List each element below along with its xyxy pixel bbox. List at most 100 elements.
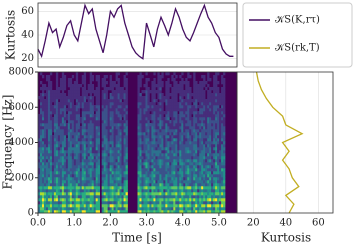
- spectrogram-cell: [122, 162, 124, 165]
- spectrogram-cell: [215, 150, 217, 153]
- spectrogram-cell: [112, 93, 114, 96]
- spectrogram-cell: [221, 180, 223, 183]
- spectrogram-cell: [219, 93, 221, 96]
- spectrogram-cell: [141, 117, 143, 120]
- spectrogram-cell: [191, 180, 193, 183]
- spectrogram-cell: [110, 183, 112, 186]
- spectrogram-cell: [195, 177, 197, 180]
- spectrogram-cell: [52, 99, 54, 102]
- spectrogram-cell: [181, 96, 183, 99]
- spectrogram-cell: [80, 102, 82, 105]
- spectrogram-cell: [203, 117, 205, 120]
- spectrogram-cell: [197, 153, 199, 156]
- spectrogram-cell: [138, 177, 140, 180]
- spectrogram-cell: [199, 165, 201, 168]
- spectrogram-cell: [211, 177, 213, 180]
- spectrogram-cell: [70, 84, 72, 87]
- spectrogram-cell: [50, 171, 52, 174]
- spectrogram-cell: [84, 99, 86, 102]
- spectrogram-cell: [149, 108, 151, 111]
- spectrogram-cell: [44, 111, 46, 114]
- spectrogram-cell: [114, 117, 116, 120]
- spectrogram-cell: [215, 72, 217, 75]
- spectrogram-cell: [147, 189, 149, 192]
- spectrogram-cell: [221, 90, 223, 93]
- spectrogram-cell: [167, 207, 169, 210]
- spectrogram-cell: [211, 201, 213, 204]
- spectrogram-cell: [98, 126, 100, 129]
- spectrogram-cell: [44, 201, 46, 204]
- spectrogram-cell: [54, 105, 56, 108]
- spectrogram-cell: [157, 135, 159, 138]
- spectrogram-cell: [64, 195, 66, 198]
- spectrogram-cell: [193, 180, 195, 183]
- spectrogram-cell: [197, 132, 199, 135]
- spectrogram-cell: [203, 105, 205, 108]
- spectrogram-cell: [122, 198, 124, 201]
- spectrogram-cell: [141, 105, 143, 108]
- spectrogram-cell: [149, 90, 151, 93]
- spectrogram-cell: [183, 201, 185, 204]
- spectrogram-cell: [139, 144, 141, 147]
- spectrogram-cell: [98, 87, 100, 90]
- spectrogram-cell: [126, 162, 128, 165]
- spectrogram-cell: [139, 102, 141, 105]
- spectrogram-cell: [48, 198, 50, 201]
- spectrogram-cell: [102, 183, 104, 186]
- spectrogram-cell: [153, 186, 155, 189]
- spectrogram-cell: [70, 81, 72, 84]
- spectrogram-cell: [60, 117, 62, 120]
- spectrogram-cell: [209, 150, 211, 153]
- spectrogram-cell: [143, 171, 145, 174]
- spectrogram-cell: [84, 162, 86, 165]
- spectrogram-cell: [169, 195, 171, 198]
- spectrogram-cell: [84, 159, 86, 162]
- spectrogram-cell: [141, 204, 143, 207]
- spectrogram-cell: [72, 168, 74, 171]
- spectrogram-cell: [120, 162, 122, 165]
- spectrogram-cell: [96, 171, 98, 174]
- spectrogram-cell: [151, 114, 153, 117]
- spectrogram-cell: [185, 111, 187, 114]
- spectrogram-cell: [64, 207, 66, 210]
- spectrogram-cell: [94, 117, 96, 120]
- spectrogram-cell: [112, 108, 114, 111]
- spectrogram-cell: [98, 174, 100, 177]
- spectrogram-cell: [205, 123, 207, 126]
- spectrogram-cell: [124, 204, 126, 207]
- spectrogram-cell: [74, 165, 76, 168]
- spectrogram-cell: [92, 153, 94, 156]
- spectrogram-cell: [48, 201, 50, 204]
- spectrogram-cell: [205, 207, 207, 210]
- spectrogram-cell: [193, 204, 195, 207]
- spectrogram-cell: [179, 90, 181, 93]
- spectrogram-cell: [62, 99, 64, 102]
- spectrogram-cell: [161, 102, 163, 105]
- spectrogram-cell: [171, 78, 173, 81]
- spectrogram-cell: [124, 120, 126, 123]
- spectrogram-cell: [96, 162, 98, 165]
- spectrogram-cell: [78, 93, 80, 96]
- spectrogram-cell: [126, 123, 128, 126]
- spectrogram-cell: [161, 93, 163, 96]
- spectrogram-cell: [122, 96, 124, 99]
- spectrogram-cell: [64, 168, 66, 171]
- spectrogram-cell: [207, 207, 209, 210]
- spectrogram-cell: [165, 165, 167, 168]
- spectrogram-cell: [201, 117, 203, 120]
- spectrogram-cell: [175, 159, 177, 162]
- spectrogram-cell: [116, 183, 118, 186]
- spectrogram-cell: [199, 168, 201, 171]
- spectrogram-cell: [173, 165, 175, 168]
- spectrogram-cell: [94, 138, 96, 141]
- spectrogram-cell: [195, 150, 197, 153]
- spectrogram-cell: [139, 96, 141, 99]
- spectrogram-cell: [139, 138, 141, 141]
- spectrogram-cell: [72, 201, 74, 204]
- spectrogram-cell: [138, 102, 140, 105]
- spectrogram-cell: [223, 117, 225, 120]
- spectrogram-cell: [147, 171, 149, 174]
- spectrogram-cell: [104, 132, 106, 135]
- spectrogram-cell: [157, 192, 159, 195]
- spectrogram-cell: [177, 168, 179, 171]
